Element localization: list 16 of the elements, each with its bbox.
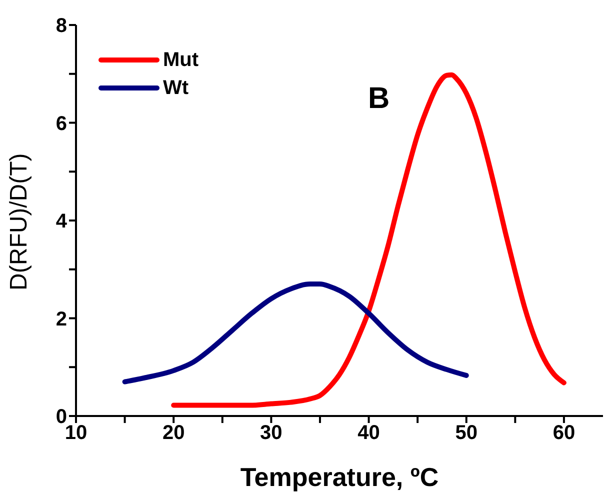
y-tick-label: 6 xyxy=(56,112,67,135)
x-tick-label: 40 xyxy=(358,422,380,444)
x-tick-label: 10 xyxy=(64,422,88,444)
x-tick-label: 30 xyxy=(260,422,282,444)
x-tick-label: 60 xyxy=(552,422,576,444)
legend-label: Wt xyxy=(163,76,189,100)
annotation: B xyxy=(368,82,390,116)
legend-label: Mut xyxy=(163,48,199,72)
y-tick-label: 4 xyxy=(56,210,68,233)
y-axis-title: D(RFU)/D(T) xyxy=(6,153,33,290)
x-axis-title: Temperature, ºC xyxy=(240,462,439,492)
y-tick-label: 8 xyxy=(56,15,67,38)
x-tick-label: 20 xyxy=(162,422,185,444)
x-tick-label: 50 xyxy=(455,422,478,444)
y-tick-label: 0 xyxy=(56,406,67,428)
y-tick-label: 2 xyxy=(56,308,67,330)
